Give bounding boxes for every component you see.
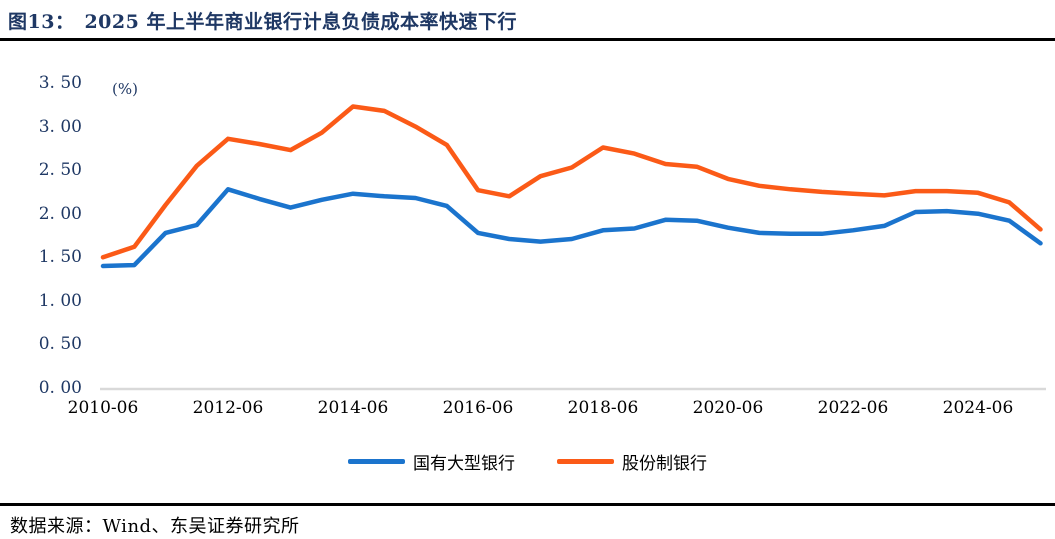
source-label: 数据来源： (10, 516, 103, 537)
y-axis-tick: 3. 50 (38, 73, 82, 93)
x-axis-tick: 2024-06 (942, 398, 1014, 418)
y-axis-tick: 2. 50 (38, 160, 82, 181)
x-axis-tick: 2020-06 (692, 398, 764, 418)
x-axis-tick: 2016-06 (442, 398, 514, 418)
y-axis-unit-label: (%) (112, 80, 138, 98)
footer-divider-rule (0, 503, 1055, 506)
title-divider-rule (0, 38, 1055, 41)
series-line-1 (100, 104, 1043, 260)
y-axis-tick: 1. 50 (38, 247, 82, 268)
x-axis-tick: 2018-06 (567, 398, 639, 418)
y-axis-tick: 3. 00 (38, 116, 82, 137)
figure-title-text: 2025 年上半年商业银行计息负债成本率快速下行 (84, 11, 517, 33)
series-line-0 (100, 187, 1043, 269)
x-axis-tick: 2014-06 (317, 398, 389, 418)
y-axis-tick: 2. 00 (38, 203, 82, 224)
y-axis-tick: 1. 00 (38, 290, 82, 311)
source-note: 数据来源：Wind、东吴证券研究所 (10, 512, 300, 538)
x-axis-tick: 2010-06 (67, 398, 139, 418)
legend-label-state-owned-banks: 国有大型银行 (413, 454, 515, 474)
y-axis-tick: 0. 50 (38, 334, 82, 355)
chart-legend: 国有大型银行 股份制银行 (0, 449, 1055, 474)
source-text: Wind、东吴证券研究所 (102, 516, 300, 537)
figure-title: 图13： 2025 年上半年商业银行计息负债成本率快速下行 (8, 7, 517, 34)
figure-number-label: 图13： (8, 11, 75, 33)
x-axis-tick: 2012-06 (192, 398, 264, 418)
legend-swatch-joint-stock-banks (557, 459, 614, 464)
legend-label-joint-stock-banks: 股份制银行 (622, 454, 707, 474)
x-axis-tick: 2022-06 (817, 398, 889, 418)
y-axis-tick: 0. 00 (38, 378, 82, 398)
legend-swatch-state-owned-banks (348, 459, 405, 464)
